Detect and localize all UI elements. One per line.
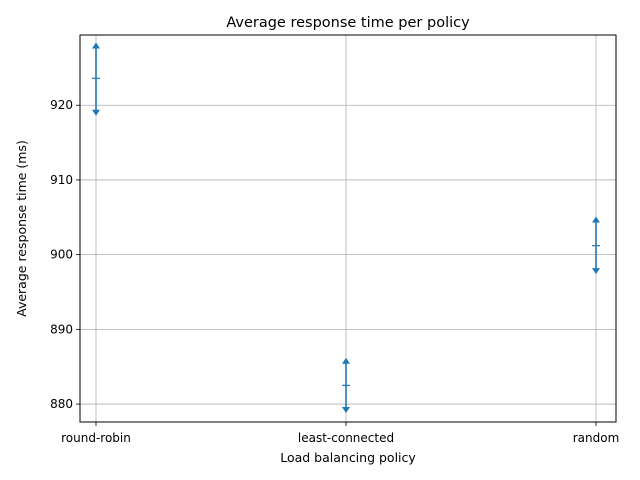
y-tick-label: 920 — [50, 98, 73, 112]
x-tick-label: round-robin — [61, 431, 131, 445]
y-axis-label: Average response time (ms) — [14, 140, 29, 317]
lower-bound-marker — [592, 268, 600, 275]
y-tick-label: 910 — [50, 173, 73, 187]
grid-lines — [80, 35, 616, 422]
x-axis-label: Load balancing policy — [280, 450, 416, 465]
upper-bound-marker — [342, 357, 350, 364]
y-tick-label: 880 — [50, 397, 73, 411]
y-tick-label: 890 — [50, 322, 73, 336]
lower-bound-marker — [92, 109, 100, 116]
axis-ticks: 880 890 900 910 920 round-robin least-connecte… — [50, 98, 619, 445]
upper-bound-marker — [92, 42, 100, 49]
y-tick-label: 900 — [50, 248, 73, 262]
x-tick-label: random — [573, 431, 620, 445]
chart-title: Average response time per policy — [226, 15, 470, 31]
x-tick-label: least-connected — [298, 431, 394, 445]
lower-bound-marker — [342, 407, 350, 414]
upper-bound-marker — [592, 216, 600, 223]
plot-frame — [79, 34, 617, 423]
data-series — [92, 42, 600, 414]
